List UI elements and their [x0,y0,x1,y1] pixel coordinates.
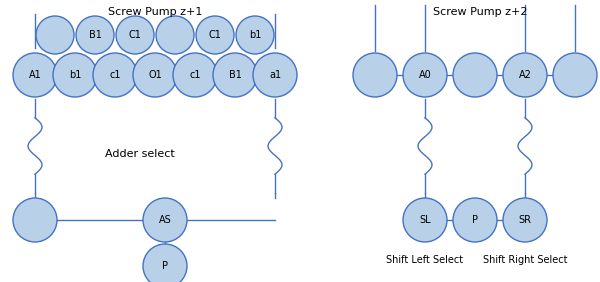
Ellipse shape [53,53,97,97]
Text: A0: A0 [419,70,431,80]
Text: O1: O1 [148,70,162,80]
Ellipse shape [503,198,547,242]
Ellipse shape [503,53,547,97]
Ellipse shape [156,16,194,54]
Text: C1: C1 [209,30,221,40]
Text: A2: A2 [518,70,532,80]
Text: c1: c1 [109,70,121,80]
Ellipse shape [196,16,234,54]
Ellipse shape [453,53,497,97]
Text: Shift Left Select: Shift Left Select [386,255,464,265]
Ellipse shape [93,53,137,97]
Text: P: P [162,261,168,271]
Ellipse shape [116,16,154,54]
Text: SR: SR [518,215,532,225]
Text: P: P [472,215,478,225]
Ellipse shape [213,53,257,97]
Ellipse shape [403,53,447,97]
Text: c1: c1 [189,70,201,80]
Ellipse shape [253,53,297,97]
Ellipse shape [403,198,447,242]
Ellipse shape [13,198,57,242]
Ellipse shape [36,16,74,54]
Ellipse shape [143,244,187,282]
Text: SL: SL [419,215,431,225]
Text: Screw Pump z+1: Screw Pump z+1 [108,7,202,17]
Text: C1: C1 [128,30,142,40]
Text: b1: b1 [249,30,261,40]
Ellipse shape [173,53,217,97]
Text: Shift Right Select: Shift Right Select [483,255,567,265]
Ellipse shape [133,53,177,97]
Text: Adder select: Adder select [105,149,175,159]
Text: AS: AS [158,215,172,225]
Ellipse shape [143,198,187,242]
Ellipse shape [453,198,497,242]
Ellipse shape [553,53,597,97]
Text: Screw Pump z+2: Screw Pump z+2 [433,7,527,17]
Text: b1: b1 [69,70,81,80]
Ellipse shape [76,16,114,54]
Ellipse shape [353,53,397,97]
Text: B1: B1 [89,30,101,40]
Text: a1: a1 [269,70,281,80]
Ellipse shape [236,16,274,54]
Text: A1: A1 [29,70,41,80]
Text: B1: B1 [229,70,241,80]
Ellipse shape [13,53,57,97]
